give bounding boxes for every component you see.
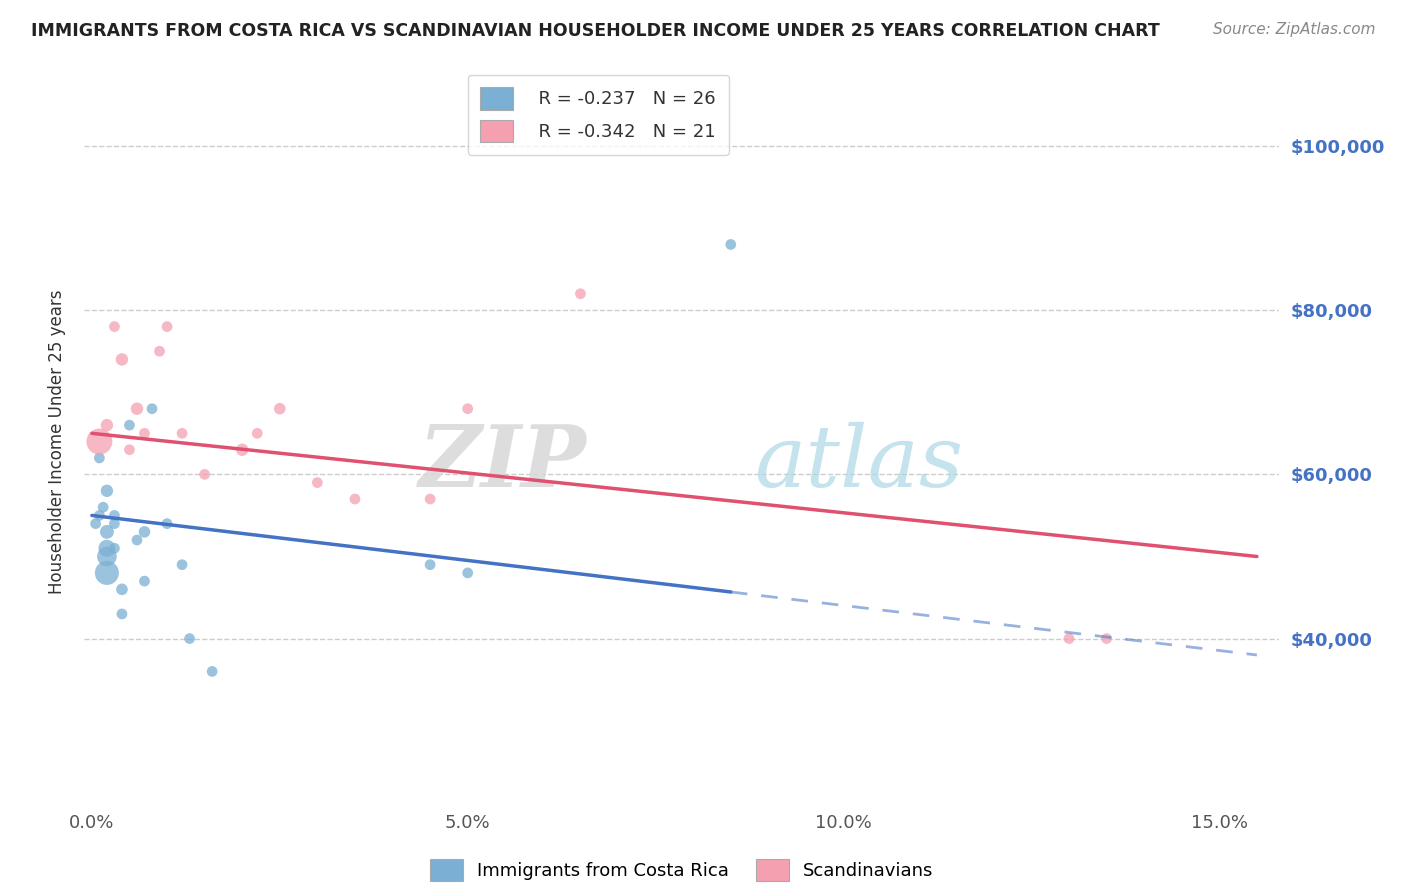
Point [170,426,193,441]
Point [125,533,148,547]
Point [96,418,118,433]
Text: ZIP: ZIP [419,421,586,505]
Point [156,319,179,334]
Point [170,558,193,572]
Point [194,467,217,482]
Point [148,344,170,359]
Point [96,483,118,498]
Point [1095,632,1118,646]
Point [103,541,125,556]
Point [307,475,329,490]
Point [343,491,366,506]
Point [89,434,111,449]
Point [103,319,125,334]
Point [111,352,134,367]
Point [201,665,224,679]
Point [118,418,141,433]
Point [134,574,156,588]
Point [156,516,179,531]
Point [1057,632,1080,646]
Point [179,632,201,646]
Point [134,524,156,539]
Point [457,566,479,580]
Point [111,607,134,621]
Point [111,582,134,597]
Point [125,401,148,416]
Point [96,524,118,539]
Point [457,401,479,416]
Point [419,558,441,572]
Point [134,426,156,441]
Point [96,549,118,564]
Text: atlas: atlas [754,422,963,505]
Text: Source: ZipAtlas.com: Source: ZipAtlas.com [1212,22,1375,37]
Point [91,500,114,515]
Point [246,426,269,441]
Point [89,508,111,523]
Legend: Immigrants from Costa Rica, Scandinavians: Immigrants from Costa Rica, Scandinavian… [423,852,941,888]
Point [103,516,125,531]
Point [231,442,253,457]
Point [118,442,141,457]
Point [84,516,107,531]
Point [269,401,291,416]
Point [419,491,441,506]
Text: IMMIGRANTS FROM COSTA RICA VS SCANDINAVIAN HOUSEHOLDER INCOME UNDER 25 YEARS COR: IMMIGRANTS FROM COSTA RICA VS SCANDINAVI… [31,22,1160,40]
Point [96,566,118,580]
Y-axis label: Householder Income Under 25 years: Householder Income Under 25 years [48,289,66,594]
Point [720,237,742,252]
Point [141,401,163,416]
Point [89,450,111,465]
Point [103,508,125,523]
Point [96,541,118,556]
Point [569,286,592,301]
